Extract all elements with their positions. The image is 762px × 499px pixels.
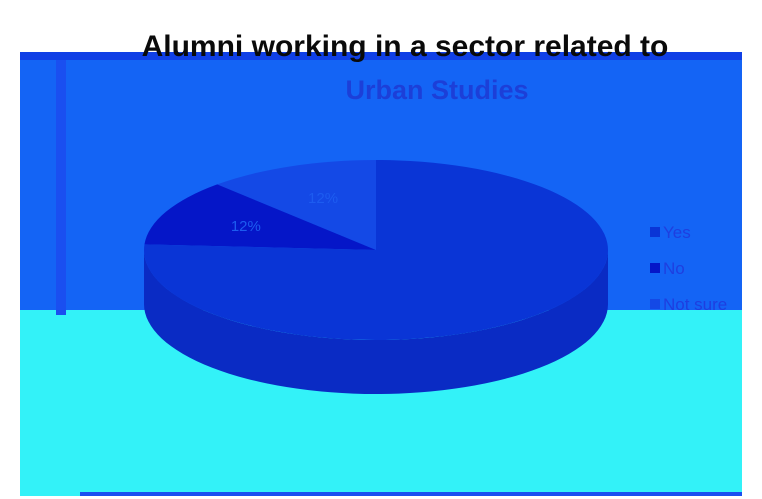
legend-swatch-not-sure [650,299,660,309]
pie-side-wall [144,250,608,394]
pie-slice-yes [144,160,608,340]
pie-slice-no [144,184,376,250]
data-label-not-sure: 12% [308,190,338,207]
pie-slice-not-sure [217,160,376,250]
bottom-edge-line [80,492,742,496]
legend-label-not-sure: Not sure [663,295,727,314]
legend-label-no: No [663,259,685,278]
legend-swatch-no [650,263,660,273]
data-label-no: 12% [231,218,261,235]
top-edge-band [20,52,742,60]
pie-group: 12% 12% [144,160,608,394]
chart-subtitle: Urban Studies [345,75,528,105]
chart-title: Alumni working in a sector related to [142,30,669,63]
left-edge-band [56,60,66,315]
legend-swatch-yes [650,227,660,237]
legend: Yes No Not sure [650,223,727,314]
legend-label-yes: Yes [663,223,691,242]
